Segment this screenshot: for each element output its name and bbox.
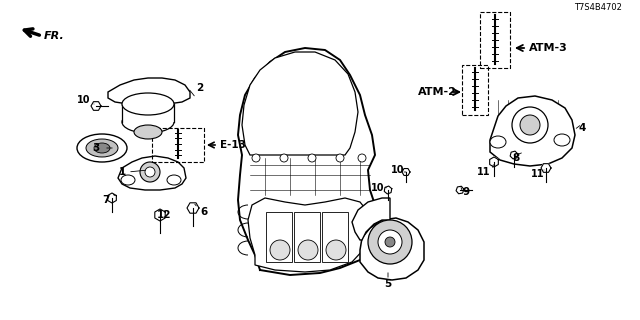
- Bar: [462, 65, 488, 115]
- Circle shape: [385, 237, 395, 247]
- Text: 6: 6: [200, 207, 207, 217]
- Circle shape: [512, 107, 548, 143]
- Polygon shape: [242, 52, 358, 155]
- Polygon shape: [118, 156, 186, 190]
- Circle shape: [140, 162, 160, 182]
- Circle shape: [326, 240, 346, 260]
- Circle shape: [298, 240, 318, 260]
- Text: 1: 1: [118, 167, 125, 177]
- Bar: [480, 12, 510, 68]
- Polygon shape: [352, 198, 390, 240]
- Text: 11: 11: [531, 169, 545, 179]
- Polygon shape: [456, 186, 464, 194]
- Text: 9: 9: [463, 187, 470, 197]
- Text: ATM-2: ATM-2: [418, 87, 457, 97]
- Text: E-13: E-13: [220, 140, 246, 150]
- Bar: [122, 104, 174, 122]
- Circle shape: [145, 167, 155, 177]
- Bar: [152, 128, 204, 162]
- Text: 10: 10: [371, 183, 385, 193]
- Ellipse shape: [167, 175, 181, 185]
- Text: 5: 5: [385, 279, 392, 289]
- Polygon shape: [91, 102, 101, 110]
- Text: 7: 7: [102, 195, 109, 205]
- Text: FR.: FR.: [44, 31, 65, 41]
- Ellipse shape: [77, 134, 127, 162]
- Polygon shape: [187, 203, 199, 213]
- Text: 3: 3: [92, 143, 100, 153]
- Polygon shape: [155, 209, 165, 221]
- Ellipse shape: [121, 175, 135, 185]
- Ellipse shape: [86, 139, 118, 157]
- Text: T7S4B4702: T7S4B4702: [574, 3, 622, 12]
- Circle shape: [378, 230, 402, 254]
- Polygon shape: [510, 151, 518, 159]
- Text: 2: 2: [196, 83, 204, 93]
- Ellipse shape: [122, 111, 174, 133]
- Circle shape: [252, 154, 260, 162]
- Bar: [294, 212, 320, 262]
- Ellipse shape: [122, 93, 174, 115]
- Polygon shape: [541, 164, 551, 172]
- Polygon shape: [384, 186, 392, 194]
- Text: ATM-3: ATM-3: [529, 43, 568, 53]
- Circle shape: [336, 154, 344, 162]
- Text: 10: 10: [391, 165, 404, 175]
- Circle shape: [308, 154, 316, 162]
- Polygon shape: [248, 198, 370, 272]
- Text: 4: 4: [579, 123, 586, 133]
- Polygon shape: [238, 48, 378, 275]
- Polygon shape: [108, 193, 116, 203]
- Polygon shape: [490, 157, 499, 167]
- Circle shape: [520, 115, 540, 135]
- Ellipse shape: [554, 134, 570, 146]
- Text: 12: 12: [157, 210, 172, 220]
- Ellipse shape: [134, 125, 162, 139]
- Polygon shape: [490, 96, 575, 166]
- Bar: [266, 212, 292, 262]
- Ellipse shape: [490, 136, 506, 148]
- Circle shape: [368, 220, 412, 264]
- Text: 8: 8: [513, 153, 520, 163]
- Polygon shape: [402, 169, 410, 175]
- Circle shape: [280, 154, 288, 162]
- Circle shape: [270, 240, 290, 260]
- Circle shape: [358, 154, 366, 162]
- Text: 11: 11: [477, 167, 491, 177]
- Text: 10: 10: [77, 95, 91, 105]
- Ellipse shape: [94, 143, 110, 153]
- Bar: [322, 212, 348, 262]
- Polygon shape: [360, 218, 424, 280]
- Polygon shape: [108, 78, 190, 105]
